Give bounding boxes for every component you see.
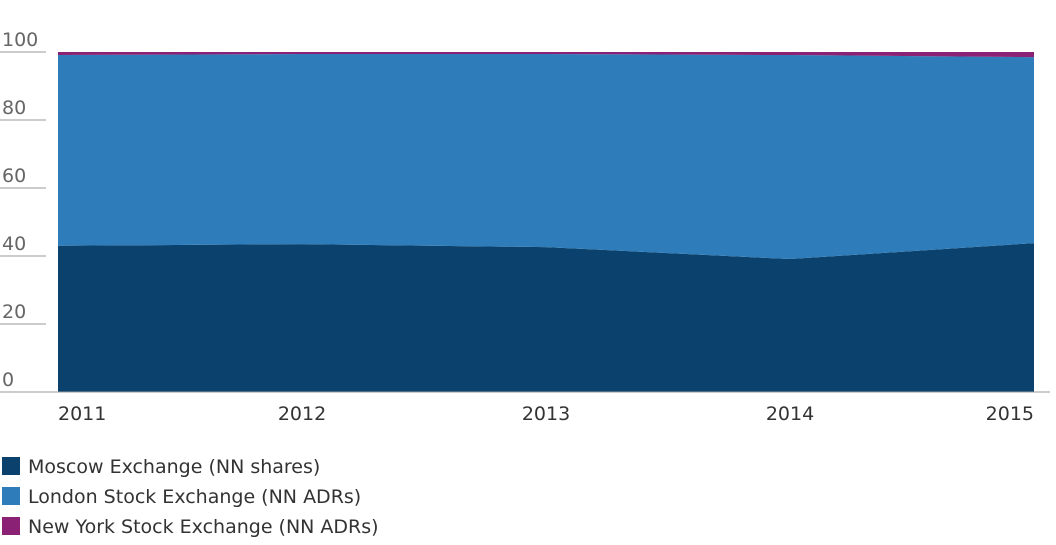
area [58, 52, 1034, 58]
x-tick-label: 2012 [278, 403, 326, 425]
y-tick-label: 0 [2, 369, 14, 391]
legend-swatch [2, 517, 20, 535]
legend-label: New York Stock Exchange (NN ADRs) [28, 516, 379, 538]
x-tick-label: 2011 [58, 403, 106, 425]
legend-label: Moscow Exchange (NN shares) [28, 456, 320, 478]
x-tick-label: 2015 [986, 403, 1034, 425]
y-tick-label: 20 [2, 301, 26, 323]
y-tick-label: 40 [2, 233, 26, 255]
area [58, 54, 1034, 260]
legend-label: London Stock Exchange (NN ADRs) [28, 486, 361, 508]
y-tick-label: 80 [2, 97, 26, 119]
legend-swatch [2, 457, 20, 475]
y-tick-label: 60 [2, 165, 26, 187]
y-tick-label: 100 [2, 29, 38, 51]
x-tick-label: 2014 [766, 403, 814, 425]
x-tick-label: 2013 [522, 403, 570, 425]
area [58, 243, 1034, 392]
legend-swatch [2, 487, 20, 505]
